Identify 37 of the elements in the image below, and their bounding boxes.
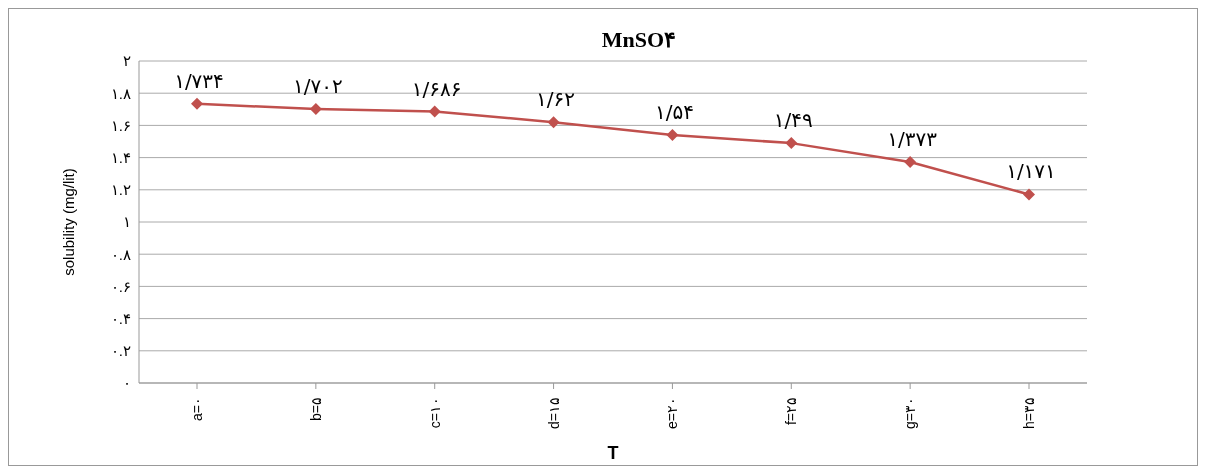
data-label: ۱/۵۴ <box>654 100 694 125</box>
x-axis-title: T <box>607 443 619 463</box>
x-tick-label: b=۵ <box>307 397 324 421</box>
y-tick-label: ۱.۴ <box>110 148 131 166</box>
y-tick-label: ۰.۴ <box>110 309 131 327</box>
x-tick-label: a=۰ <box>189 397 205 421</box>
y-tick-label: ۱.۶ <box>110 116 131 134</box>
y-tick-label: ۱.۲ <box>110 181 131 199</box>
x-tick-label: h=۳۵ <box>1021 397 1037 429</box>
y-tick-label: ۱.۸ <box>110 84 131 102</box>
y-tick-label: ۰.۲ <box>110 342 131 360</box>
data-label: ۱/۷۳۴ <box>174 68 224 93</box>
data-label: ۱/۴۹ <box>773 108 813 133</box>
x-tick-label: g=۳۰ <box>902 397 919 429</box>
y-tick-label: ۲ <box>123 52 131 70</box>
x-tick-label: e=۲۰ <box>664 397 681 429</box>
point <box>428 105 441 118</box>
y-tick-label: ۰.۶ <box>110 277 131 295</box>
data-label: ۱/۱۷۱ <box>1006 159 1056 184</box>
chart-title: MnSO۴ <box>600 27 678 53</box>
x-tick-label: c=۱۰ <box>426 397 443 429</box>
y-tick-label: ۱ <box>123 213 131 231</box>
point <box>547 116 560 129</box>
data-label: ۱/۶۸۶ <box>411 76 462 101</box>
y-tick-label: ۰.۸ <box>110 245 131 263</box>
y-tick-label: ۰ <box>123 374 131 392</box>
x-tick-label: f=۲۵ <box>783 397 800 426</box>
point <box>191 97 203 110</box>
point <box>785 137 798 150</box>
point <box>904 155 917 168</box>
data-label: ۱/۷۰۲ <box>293 73 343 98</box>
point <box>1023 188 1035 201</box>
y-axis-title: solubility (mg/lit) <box>60 168 78 276</box>
x-tick-label: d=۱۵ <box>545 397 562 429</box>
data-label: ۱/۶۲ <box>536 87 576 112</box>
data-label: ۱/۳۷۳ <box>887 126 938 151</box>
point <box>666 129 679 142</box>
